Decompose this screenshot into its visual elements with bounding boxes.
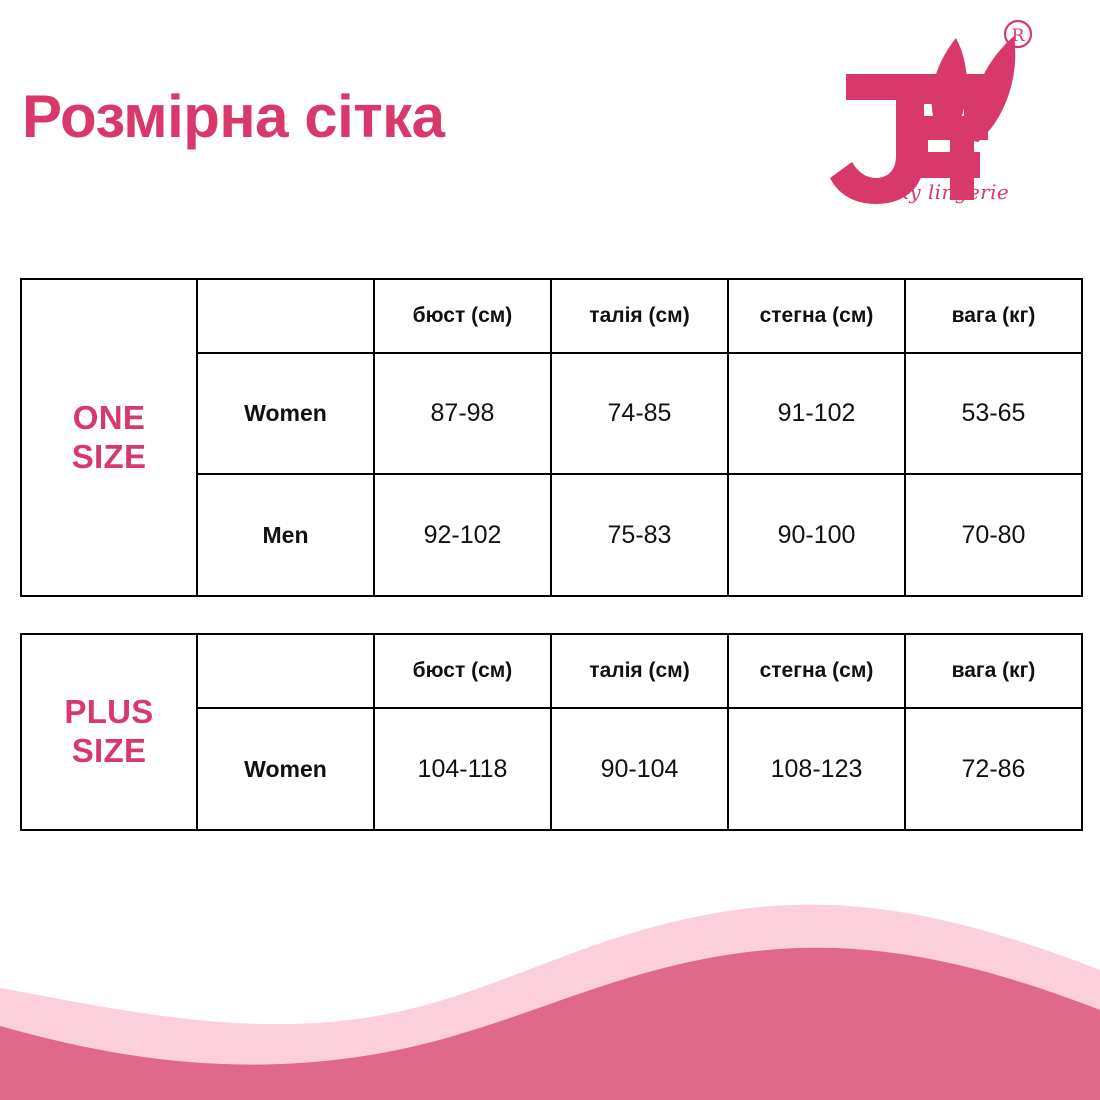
cell-women-plus-waist: 90-104 (550, 707, 729, 831)
cell-men-bust: 92-102 (373, 473, 552, 597)
cell-women-weight: 53-65 (904, 352, 1083, 475)
header-cell-weight: вага (кг) (904, 633, 1083, 709)
header-cell-waist: талія (см) (550, 278, 729, 354)
one-size-table: ONE SIZE бюст (см) талія (см) стегна (см… (20, 278, 1083, 597)
header-cell-bust: бюст (см) (373, 633, 552, 709)
group-label-line: ONE (72, 398, 146, 436)
header-cell-blank (196, 633, 375, 709)
table-row: Women 87-98 74-85 91-102 53-65 (21, 352, 1083, 475)
jsy-leaf-logo: R (828, 12, 1078, 217)
cell-women-plus-bust: 104-118 (373, 707, 552, 831)
wave-dark-shape (0, 947, 1100, 1100)
page-title: Розмірна сітка (22, 83, 445, 150)
cell-women-plus-hips: 108-123 (727, 707, 906, 831)
group-label-line: PLUS (64, 693, 154, 731)
cell-men-weight: 70-80 (904, 473, 1083, 597)
cell-women-hips: 91-102 (727, 352, 906, 475)
cell-men-hips: 90-100 (727, 473, 906, 597)
group-label-plus-size: PLUS SIZE (20, 633, 198, 831)
group-label-line: SIZE (71, 732, 147, 769)
registered-trademark-icon: R (1003, 19, 1033, 49)
plus-size-table: PLUS SIZE бюст (см) талія (см) стегна (с… (20, 633, 1083, 831)
cell-women-plus-weight: 72-86 (904, 707, 1083, 831)
group-label-one-size: ONE SIZE (20, 278, 198, 597)
header-cell-hips: стегна (см) (727, 278, 906, 354)
header-cell-blank (196, 278, 375, 354)
header-cell-weight: вага (кг) (904, 278, 1083, 354)
cell-women-waist: 74-85 (550, 352, 729, 475)
table-row: PLUS SIZE бюст (см) талія (см) стегна (с… (20, 633, 1083, 831)
group-label-line: SIZE (71, 437, 147, 475)
page-header: Розмірна сітка R sexy lingerie (0, 0, 1100, 250)
table-row: Men 92-102 75-83 90-100 70-80 (21, 473, 1083, 597)
header-cell-waist: талія (см) (550, 633, 729, 709)
row-label-women: Women (196, 352, 375, 475)
cell-women-bust: 87-98 (373, 352, 552, 475)
svg-text:R: R (1012, 26, 1026, 46)
cell-men-waist: 75-83 (550, 473, 729, 597)
row-label-men: Men (196, 473, 375, 597)
table-row: ONE SIZE бюст (см) талія (см) стегна (см… (20, 278, 1083, 597)
row-label-women-plus: Women (196, 707, 375, 831)
header-cell-hips: стегна (см) (727, 633, 906, 709)
wave-decoration (0, 870, 1100, 1100)
header-cell-bust: бюст (см) (373, 278, 552, 354)
table-row: Women 104-118 90-104 108-123 72-86 (21, 707, 1083, 831)
logo-tagline: sexy lingerie (874, 180, 1010, 204)
